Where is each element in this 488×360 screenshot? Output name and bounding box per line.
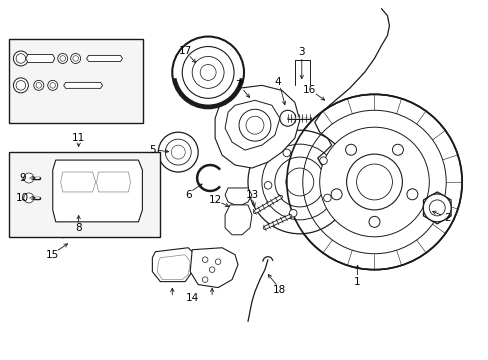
Circle shape — [264, 181, 271, 189]
Circle shape — [239, 109, 270, 141]
Polygon shape — [96, 172, 130, 192]
Polygon shape — [215, 85, 299, 168]
Text: 7: 7 — [234, 80, 241, 90]
Circle shape — [289, 210, 296, 217]
Polygon shape — [61, 172, 95, 192]
Polygon shape — [224, 205, 251, 235]
Text: 16: 16 — [303, 85, 316, 95]
Polygon shape — [190, 248, 238, 288]
Circle shape — [158, 132, 198, 172]
Circle shape — [71, 54, 81, 63]
Circle shape — [319, 157, 326, 165]
Circle shape — [262, 144, 337, 220]
FancyBboxPatch shape — [9, 152, 160, 237]
Circle shape — [423, 194, 450, 222]
Circle shape — [274, 157, 324, 207]
Circle shape — [34, 80, 44, 90]
Circle shape — [392, 144, 403, 155]
Text: 6: 6 — [184, 190, 191, 200]
Text: 5: 5 — [149, 145, 155, 155]
Polygon shape — [53, 160, 142, 222]
Text: 1: 1 — [353, 276, 360, 287]
Text: 4: 4 — [274, 77, 281, 87]
Circle shape — [406, 189, 417, 200]
Polygon shape — [224, 100, 279, 150]
Text: 14: 14 — [185, 293, 199, 302]
Polygon shape — [26, 54, 55, 62]
Circle shape — [247, 130, 351, 234]
Text: 11: 11 — [72, 133, 85, 143]
Circle shape — [323, 194, 330, 202]
Circle shape — [319, 127, 428, 237]
Text: 17: 17 — [178, 45, 191, 55]
Circle shape — [24, 173, 34, 183]
Circle shape — [368, 216, 379, 227]
Polygon shape — [86, 55, 122, 62]
Text: 9: 9 — [20, 173, 26, 183]
Text: 2: 2 — [443, 213, 449, 223]
Text: 15: 15 — [46, 250, 59, 260]
Polygon shape — [224, 188, 251, 205]
Circle shape — [346, 154, 402, 210]
Circle shape — [13, 51, 28, 66]
Circle shape — [330, 189, 342, 200]
Circle shape — [283, 149, 290, 157]
Text: 10: 10 — [16, 193, 29, 203]
Circle shape — [192, 57, 224, 88]
Circle shape — [13, 78, 28, 93]
Polygon shape — [423, 192, 450, 224]
Circle shape — [172, 37, 244, 108]
Circle shape — [286, 94, 461, 270]
Circle shape — [345, 144, 356, 155]
Circle shape — [285, 168, 313, 196]
Text: 12: 12 — [208, 195, 221, 205]
Polygon shape — [152, 248, 195, 282]
Text: 18: 18 — [273, 284, 286, 294]
Circle shape — [279, 110, 295, 126]
Circle shape — [24, 193, 34, 203]
Circle shape — [58, 54, 67, 63]
Circle shape — [48, 80, 58, 90]
Text: 8: 8 — [75, 223, 82, 233]
Text: 13: 13 — [245, 190, 258, 200]
Polygon shape — [63, 82, 102, 88]
Text: 3: 3 — [298, 48, 305, 58]
FancyBboxPatch shape — [9, 39, 143, 123]
Circle shape — [182, 46, 234, 98]
